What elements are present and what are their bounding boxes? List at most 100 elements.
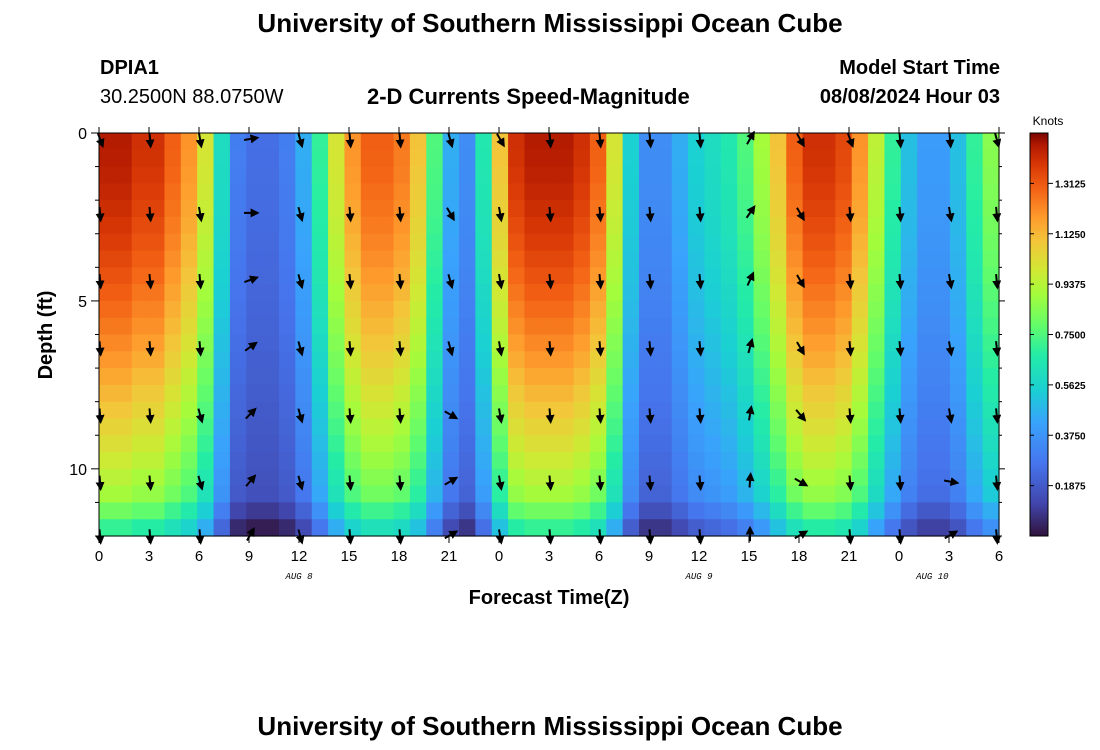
heatmap-cell xyxy=(393,166,411,184)
heatmap-cell xyxy=(884,149,902,168)
current-vector-arrow xyxy=(195,475,205,491)
heatmap-cell xyxy=(295,166,313,184)
heatmap-cell xyxy=(606,233,624,252)
heatmap-cell xyxy=(540,149,558,168)
heatmap-cell xyxy=(131,317,149,336)
heatmap-cell xyxy=(311,502,329,520)
heatmap-cell xyxy=(900,200,918,218)
heatmap-cell xyxy=(720,149,738,168)
heatmap-cell xyxy=(688,200,706,218)
heatmap-cell xyxy=(115,502,133,520)
heatmap-cell xyxy=(802,384,820,403)
current-vector-arrow xyxy=(345,274,355,290)
heatmap-cell xyxy=(737,418,755,436)
heatmap-cell xyxy=(508,351,526,369)
heatmap-cell xyxy=(557,317,575,336)
heatmap-cell xyxy=(671,200,689,218)
heatmap-cell xyxy=(720,284,738,302)
heatmap-cell xyxy=(328,485,346,504)
heatmap-cell xyxy=(819,452,836,470)
heatmap-cell xyxy=(180,133,198,151)
heatmap-cell xyxy=(851,418,869,436)
heatmap-cell xyxy=(426,183,444,201)
heatmap-cell xyxy=(655,502,673,520)
heatmap-cell xyxy=(491,300,509,319)
heatmap-cell xyxy=(933,200,951,218)
heatmap-cell xyxy=(213,267,231,285)
heatmap-cell xyxy=(409,133,427,151)
heatmap-cell xyxy=(688,435,706,453)
heatmap-cell xyxy=(557,149,575,168)
heatmap-cell xyxy=(377,334,395,352)
heatmap-cell xyxy=(622,452,640,470)
heatmap-cell xyxy=(819,351,836,369)
heatmap-cell xyxy=(229,468,247,487)
current-vector-arrow xyxy=(796,207,805,222)
heatmap-cell xyxy=(868,317,886,336)
heatmap-cell xyxy=(377,468,395,487)
current-vector-arrow xyxy=(145,341,155,357)
heatmap-cell xyxy=(540,519,558,537)
heatmap-cell xyxy=(720,250,738,268)
heatmap-cell xyxy=(279,233,296,252)
heatmap-cell xyxy=(949,452,967,470)
heatmap-cell xyxy=(311,250,329,268)
current-vector-arrow xyxy=(195,274,205,290)
heatmap-cell xyxy=(949,317,967,336)
heatmap-cell xyxy=(704,351,722,369)
heatmap-cell xyxy=(295,216,313,235)
heatmap-cell xyxy=(557,351,575,369)
heatmap-cell xyxy=(442,149,460,168)
date-label: AUG 9 xyxy=(684,572,713,582)
heatmap-cell xyxy=(917,267,935,285)
heatmap-cell xyxy=(802,267,820,285)
heatmap-cell xyxy=(311,300,329,319)
heatmap-cell xyxy=(639,485,656,504)
heatmap-cell xyxy=(164,166,182,184)
heatmap-cell xyxy=(704,519,722,537)
heatmap-cell xyxy=(540,250,558,268)
heatmap-cell xyxy=(360,300,378,319)
heatmap-cell xyxy=(704,300,722,319)
current-vector-arrow xyxy=(395,475,405,492)
current-vector-arrow xyxy=(246,526,255,541)
heatmap-cell xyxy=(884,485,902,504)
heatmap-cell xyxy=(328,216,346,235)
colorbar-tick-label: 0.1875 xyxy=(1055,482,1086,493)
heatmap-cell xyxy=(475,452,493,470)
x-tick-label: 0 xyxy=(895,548,903,565)
heatmap-cell xyxy=(197,216,215,235)
heatmap-cell xyxy=(917,401,935,420)
current-vector-arrow xyxy=(845,408,855,424)
heatmap-cell xyxy=(393,384,411,403)
heatmap-cell xyxy=(982,149,1000,168)
heatmap-cell xyxy=(949,250,967,268)
heatmap-cell xyxy=(622,485,640,504)
heatmap-cell xyxy=(639,133,656,151)
heatmap-cell xyxy=(622,216,640,235)
current-vector-arrow xyxy=(145,274,155,290)
heatmap-cell xyxy=(459,250,476,268)
current-vector-arrow xyxy=(695,132,705,149)
x-axis-label: Forecast Time(Z) xyxy=(469,587,630,609)
heatmap-cell xyxy=(655,317,673,336)
heatmap-cell xyxy=(213,133,231,151)
heatmap-cell xyxy=(802,133,820,151)
heatmap-cell xyxy=(819,317,836,336)
heatmap-cell xyxy=(99,267,116,285)
heatmap-cell xyxy=(949,401,967,420)
current-vector-arrow xyxy=(345,132,355,149)
heatmap-cell xyxy=(868,300,886,319)
heatmap-cell xyxy=(606,468,624,487)
heatmap-cell xyxy=(279,334,296,352)
heatmap-cell xyxy=(524,149,542,168)
heatmap-cell xyxy=(311,452,329,470)
heatmap-cell xyxy=(524,502,542,520)
heatmap-cell xyxy=(99,468,116,487)
heatmap-cell xyxy=(884,300,902,319)
x-tick-label: 0 xyxy=(495,548,503,565)
heatmap-cell xyxy=(99,368,116,386)
heatmap-cell xyxy=(360,149,378,168)
heatmap-cell xyxy=(491,183,509,201)
heatmap-cell xyxy=(982,300,1000,319)
